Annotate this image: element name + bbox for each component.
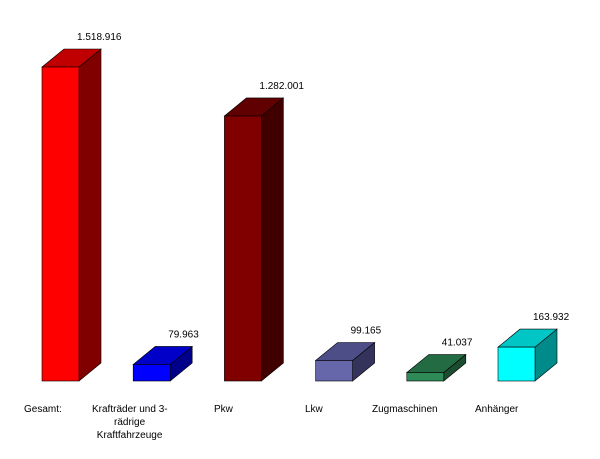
bar-3 [315, 360, 353, 382]
category-label-0: Gesamt: [24, 404, 62, 415]
category-label-3: Lkw [305, 404, 324, 415]
bar-0 [41, 66, 80, 382]
category-label-1-line-1: rädrige [114, 417, 146, 428]
value-label-2: 1.282.001 [259, 81, 304, 92]
value-label-1: 79.963 [168, 329, 199, 340]
category-label-4: Zugmaschinen [372, 404, 438, 415]
bar-side-0 [78, 48, 102, 382]
bar-side-2 [261, 97, 284, 382]
bar-1 [132, 364, 171, 382]
value-label-5: 163.932 [533, 312, 570, 323]
bar-5 [497, 346, 536, 382]
category-label-5: Anhänger [475, 404, 519, 415]
value-label-0: 1.518.916 [77, 32, 122, 43]
bar-4 [406, 372, 445, 382]
category-label-1-line-2: Kraftfahrzeuge [97, 430, 163, 441]
value-label-3: 99.165 [351, 325, 382, 336]
category-label-1-line-0: Krafträder und 3- [92, 404, 168, 415]
category-label-2: Pkw [214, 404, 234, 415]
bar-2 [224, 115, 262, 382]
value-label-4: 41.037 [442, 338, 473, 349]
